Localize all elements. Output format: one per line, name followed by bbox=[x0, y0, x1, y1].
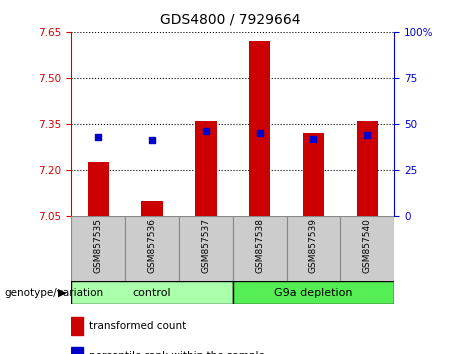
Text: GSM857536: GSM857536 bbox=[148, 218, 157, 273]
Text: GSM857535: GSM857535 bbox=[94, 218, 103, 273]
Text: GSM857537: GSM857537 bbox=[201, 218, 210, 273]
Text: genotype/variation: genotype/variation bbox=[5, 288, 104, 298]
Text: G9a depletion: G9a depletion bbox=[274, 288, 353, 298]
Bar bbox=[195, 121, 217, 216]
Text: GSM857540: GSM857540 bbox=[363, 218, 372, 273]
Bar bbox=[125, 216, 179, 281]
Text: percentile rank within the sample: percentile rank within the sample bbox=[89, 351, 265, 354]
Bar bbox=[340, 216, 394, 281]
Point bbox=[364, 132, 371, 138]
Text: transformed count: transformed count bbox=[89, 321, 186, 331]
Text: control: control bbox=[133, 288, 171, 298]
Bar bbox=[356, 121, 378, 216]
Bar bbox=[71, 347, 83, 354]
Bar bbox=[71, 281, 233, 304]
Point bbox=[148, 138, 156, 143]
Bar bbox=[71, 317, 83, 335]
Text: ▶: ▶ bbox=[59, 288, 67, 298]
Point bbox=[202, 129, 210, 134]
Point bbox=[95, 134, 102, 139]
Text: GSM857539: GSM857539 bbox=[309, 218, 318, 273]
Bar bbox=[233, 281, 394, 304]
Bar bbox=[88, 162, 109, 216]
Text: GSM857538: GSM857538 bbox=[255, 218, 264, 273]
Bar bbox=[179, 216, 233, 281]
Bar bbox=[303, 133, 324, 216]
Bar bbox=[233, 216, 287, 281]
Bar bbox=[249, 41, 271, 216]
Bar bbox=[71, 216, 125, 281]
Bar bbox=[142, 201, 163, 216]
Point bbox=[256, 130, 263, 136]
Text: GDS4800 / 7929664: GDS4800 / 7929664 bbox=[160, 12, 301, 27]
Bar bbox=[287, 216, 340, 281]
Point bbox=[310, 136, 317, 142]
